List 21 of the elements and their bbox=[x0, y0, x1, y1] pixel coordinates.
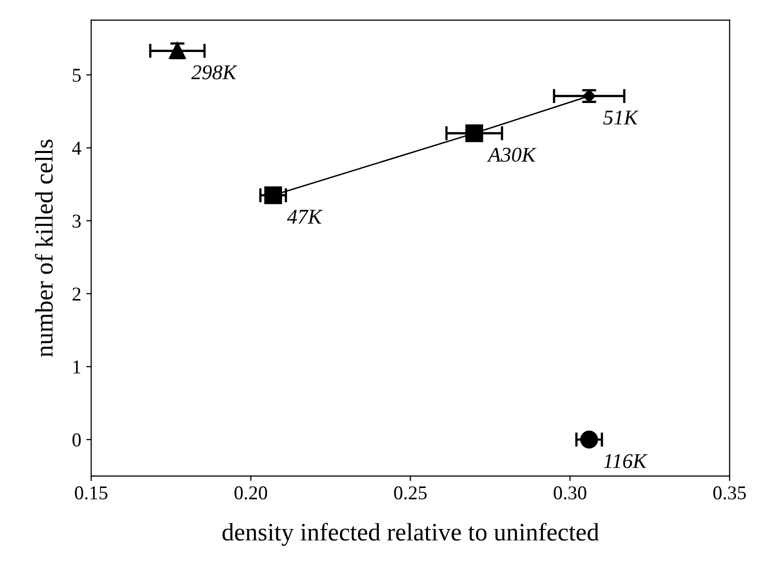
y-axis-title: number of killed cells bbox=[34, 140, 53, 357]
x-tick-label: 0.25 bbox=[394, 486, 427, 500]
series-label: 47K bbox=[287, 210, 323, 224]
x-tick-label: 0.35 bbox=[713, 486, 746, 500]
x-tick-label: 0.15 bbox=[74, 486, 108, 500]
series-label: 116K bbox=[604, 454, 648, 468]
series-label: 51K bbox=[603, 110, 639, 125]
x-axis-title: density infected relative to uninfected bbox=[222, 522, 599, 546]
x-tick-label: 0.20 bbox=[234, 486, 268, 500]
y-tick-label: 0 bbox=[72, 433, 81, 446]
point bbox=[264, 186, 282, 204]
series-label: 298K bbox=[191, 65, 238, 80]
point bbox=[580, 430, 598, 448]
series-label: A30K bbox=[486, 148, 536, 162]
y-tick-label: 1 bbox=[73, 360, 80, 374]
point bbox=[465, 124, 484, 142]
y-tick-label: 5 bbox=[72, 68, 81, 82]
x-tick-label: 0.30 bbox=[554, 486, 586, 500]
y-tick-label: 3 bbox=[72, 214, 81, 228]
y-tick-label: 4 bbox=[72, 142, 82, 155]
y-tick-label: 2 bbox=[72, 288, 80, 300]
